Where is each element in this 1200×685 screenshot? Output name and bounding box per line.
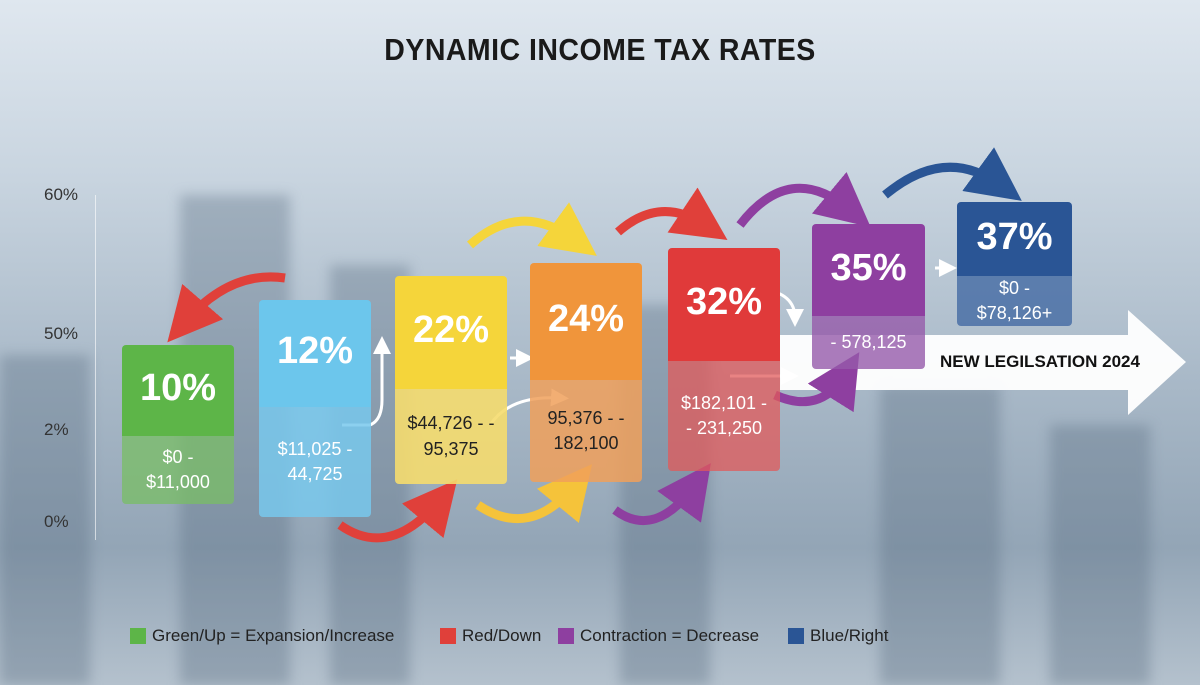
separator: [668, 357, 780, 361]
legend-item: Contraction = Decrease: [558, 626, 759, 646]
bracket-rate: 37%: [957, 202, 1072, 272]
separator: [530, 376, 642, 380]
title: DYNAMIC INCOME TAX RATES: [384, 32, 816, 67]
bracket-box: 32% $182,101 - - 231,250: [668, 248, 780, 471]
axis-label: 2%: [44, 420, 69, 439]
bracket-range: $182,101 - - 231,250: [668, 361, 780, 471]
bracket-range: $11,025 - 44,725: [259, 407, 371, 517]
legend-label: Contraction = Decrease: [580, 626, 760, 645]
separator: [395, 385, 507, 389]
bracket-range: $44,726 - - 95,375: [395, 389, 507, 484]
bracket-box: 10% $0 - $11,000: [122, 345, 234, 504]
separator: [957, 272, 1072, 276]
bracket-box: 22% $44,726 - - 95,375: [395, 276, 507, 484]
bracket-rate: 32%: [668, 248, 780, 357]
bracket-box: 12% $11,025 - 44,725: [259, 300, 371, 517]
bracket-range: $0 - $78,126+: [957, 276, 1072, 326]
bracket-range: - 578,125: [812, 316, 925, 369]
axis-label: 0%: [44, 512, 69, 531]
bracket-rate: 35%: [812, 224, 925, 312]
bracket-rate: 10%: [122, 345, 234, 432]
legend-item: Green/Up = Expansion/Increase: [130, 626, 394, 646]
banner-text: NEW LEGILSATION 2024: [940, 352, 1140, 371]
background: [0, 355, 90, 685]
axis-label: 60%: [44, 185, 79, 204]
legend-label: Red/Down: [462, 626, 542, 645]
legend-label: Blue/Right: [810, 626, 889, 645]
bracket-box: 35% - 578,125: [812, 224, 925, 369]
bracket-rate: 22%: [395, 276, 507, 385]
background: [1050, 425, 1150, 685]
bracket-box: 37% $0 - $78,126+: [957, 202, 1072, 326]
bracket-range: 95,376 - - 182,100: [530, 380, 642, 482]
bracket-rate: 24%: [530, 263, 642, 376]
background: [880, 385, 1000, 685]
axis-label: 50%: [44, 324, 79, 343]
separator: [259, 403, 371, 407]
legend-item: Red/Down: [440, 626, 541, 646]
bracket-box: 24% 95,376 - - 182,100: [530, 263, 642, 482]
axis-line: [95, 195, 96, 540]
bracket-rate: 12%: [259, 300, 371, 403]
legend-label: Green/Up = Expansion/Increase: [152, 626, 395, 645]
legend-item: Blue/Right: [788, 626, 888, 646]
separator: [122, 432, 234, 436]
separator: [812, 312, 925, 316]
bracket-range: $0 - $11,000: [122, 436, 234, 504]
